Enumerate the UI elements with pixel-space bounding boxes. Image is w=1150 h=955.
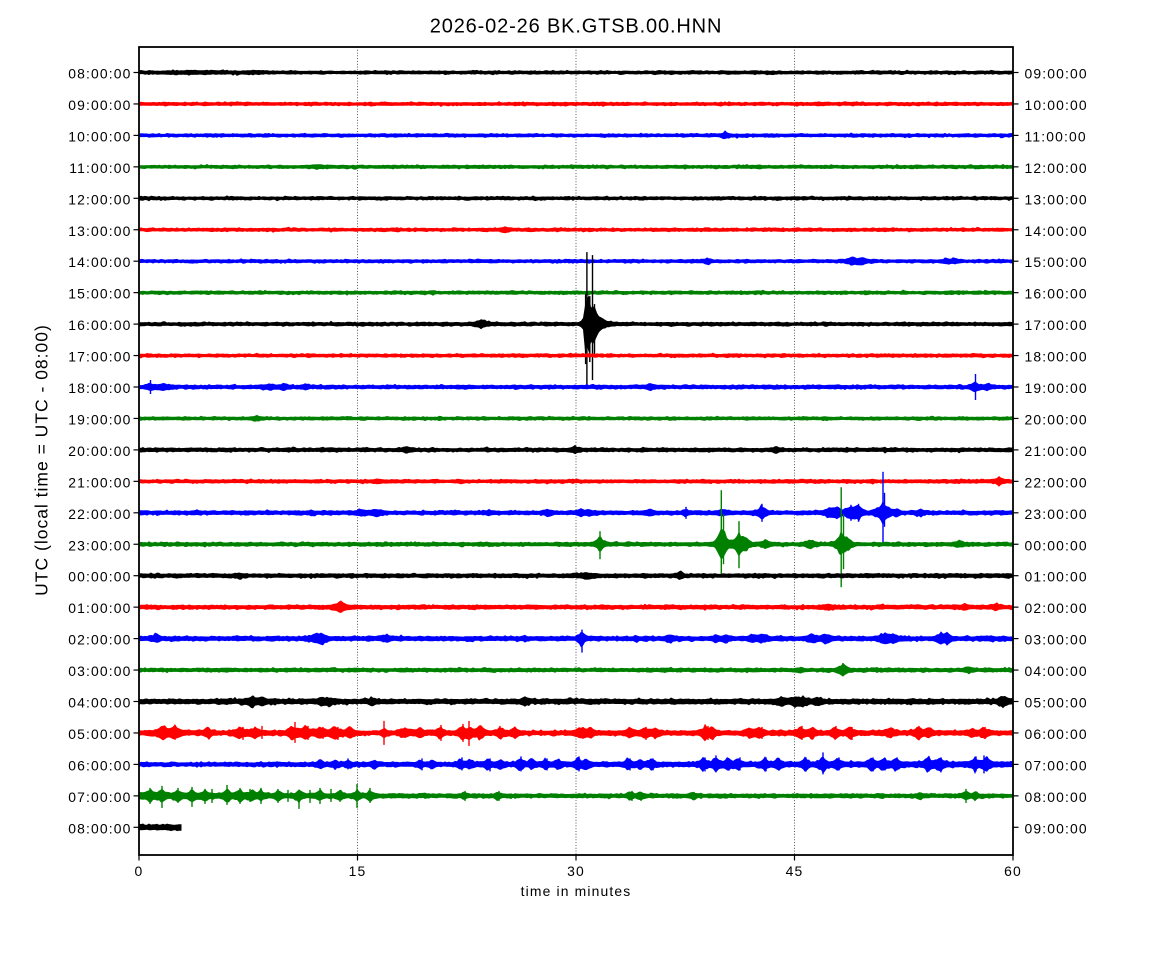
svg-text:15:00:00: 15:00:00: [68, 286, 131, 302]
svg-text:18:00:00: 18:00:00: [1025, 349, 1088, 365]
svg-text:14:00:00: 14:00:00: [1025, 223, 1088, 239]
svg-text:23:00:00: 23:00:00: [1025, 506, 1088, 522]
svg-text:20:00:00: 20:00:00: [1025, 411, 1088, 427]
svg-text:03:00:00: 03:00:00: [68, 663, 131, 679]
svg-text:18:00:00: 18:00:00: [68, 380, 131, 396]
svg-text:2026-02-26 BK.GTSB.00.HNN: 2026-02-26 BK.GTSB.00.HNN: [430, 16, 723, 38]
svg-text:12:00:00: 12:00:00: [68, 191, 131, 207]
svg-text:02:00:00: 02:00:00: [68, 632, 131, 648]
svg-text:05:00:00: 05:00:00: [68, 726, 131, 742]
svg-text:02:00:00: 02:00:00: [1025, 600, 1088, 616]
svg-text:22:00:00: 22:00:00: [68, 506, 131, 522]
svg-text:08:00:00: 08:00:00: [1025, 789, 1088, 805]
svg-text:22:00:00: 22:00:00: [1025, 474, 1088, 490]
svg-text:12:00:00: 12:00:00: [1025, 160, 1088, 176]
svg-text:15:00:00: 15:00:00: [1025, 254, 1088, 270]
svg-text:09:00:00: 09:00:00: [68, 97, 131, 113]
svg-text:00:00:00: 00:00:00: [68, 569, 131, 585]
svg-text:21:00:00: 21:00:00: [68, 474, 131, 490]
svg-text:09:00:00: 09:00:00: [1025, 820, 1088, 836]
svg-text:04:00:00: 04:00:00: [68, 695, 131, 711]
svg-text:20:00:00: 20:00:00: [68, 443, 131, 459]
svg-text:04:00:00: 04:00:00: [1025, 663, 1088, 679]
svg-text:01:00:00: 01:00:00: [68, 600, 131, 616]
svg-text:14:00:00: 14:00:00: [68, 254, 131, 270]
svg-text:07:00:00: 07:00:00: [68, 789, 131, 805]
svg-text:16:00:00: 16:00:00: [1025, 286, 1088, 302]
svg-text:17:00:00: 17:00:00: [68, 349, 131, 365]
svg-text:10:00:00: 10:00:00: [1025, 97, 1088, 113]
svg-text:06:00:00: 06:00:00: [1025, 726, 1088, 742]
svg-text:00:00:00: 00:00:00: [1025, 537, 1088, 553]
svg-text:03:00:00: 03:00:00: [1025, 632, 1088, 648]
svg-text:15: 15: [349, 863, 367, 879]
svg-text:23:00:00: 23:00:00: [68, 537, 131, 553]
svg-text:19:00:00: 19:00:00: [68, 411, 131, 427]
svg-text:30: 30: [567, 863, 585, 879]
svg-text:05:00:00: 05:00:00: [1025, 695, 1088, 711]
svg-text:17:00:00: 17:00:00: [1025, 317, 1088, 333]
svg-text:60: 60: [1004, 863, 1022, 879]
svg-text:08:00:00: 08:00:00: [68, 820, 131, 836]
svg-text:09:00:00: 09:00:00: [1025, 66, 1088, 82]
svg-text:21:00:00: 21:00:00: [1025, 443, 1088, 459]
svg-text:time in minutes: time in minutes: [521, 883, 632, 899]
svg-text:13:00:00: 13:00:00: [68, 223, 131, 239]
svg-text:13:00:00: 13:00:00: [1025, 191, 1088, 207]
svg-text:UTC (local time = UTC - 08:00): UTC (local time = UTC - 08:00): [32, 324, 52, 596]
svg-text:0: 0: [135, 863, 144, 879]
svg-text:07:00:00: 07:00:00: [1025, 757, 1088, 773]
svg-text:01:00:00: 01:00:00: [1025, 569, 1088, 585]
svg-text:16:00:00: 16:00:00: [68, 317, 131, 333]
svg-text:45: 45: [786, 863, 804, 879]
svg-text:11:00:00: 11:00:00: [1025, 128, 1087, 144]
svg-text:19:00:00: 19:00:00: [1025, 380, 1088, 396]
svg-text:08:00:00: 08:00:00: [68, 66, 131, 82]
svg-text:06:00:00: 06:00:00: [68, 757, 131, 773]
svg-text:11:00:00: 11:00:00: [69, 160, 131, 176]
svg-text:10:00:00: 10:00:00: [68, 128, 131, 144]
